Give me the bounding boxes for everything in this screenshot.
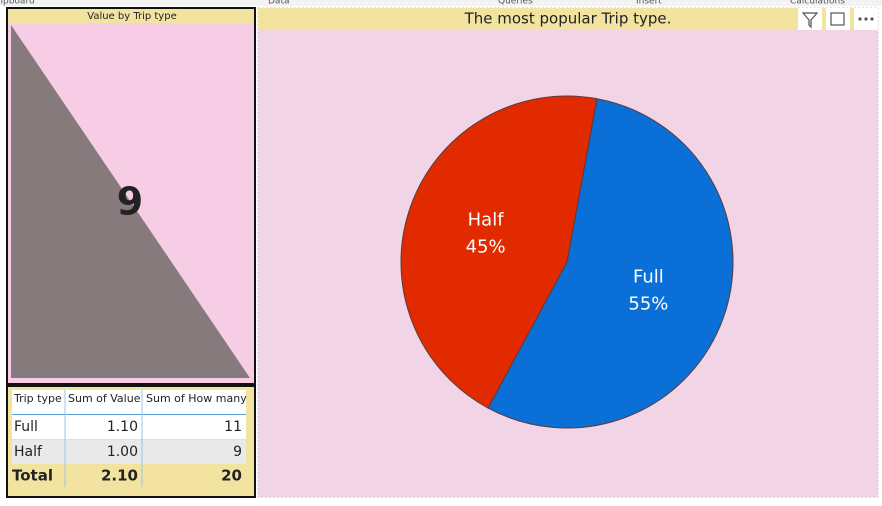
table-cell: 9 — [233, 444, 242, 460]
table-row-bg — [12, 415, 246, 439]
table-header: Trip type — [13, 392, 62, 405]
more-icon[interactable] — [870, 17, 874, 21]
focus-button[interactable] — [826, 8, 850, 30]
table-cell: 1.00 — [107, 444, 138, 460]
card-shape — [11, 25, 250, 378]
table-cell: Half — [14, 444, 43, 460]
ribbon-label: lipboard — [0, 0, 35, 7]
focus-icon[interactable] — [830, 12, 845, 26]
pie-title: The most popular Trip type. — [464, 10, 672, 28]
ribbon-label: Queries — [498, 0, 533, 7]
visual-header-icons — [798, 8, 878, 30]
slice-value-label: 55% — [628, 294, 668, 315]
ribbon-label: Insert — [636, 0, 662, 7]
slice-label: Half — [468, 209, 505, 230]
table-total: 20 — [221, 467, 242, 485]
slice-label: Full — [633, 267, 664, 288]
table-total: 2.10 — [101, 467, 138, 485]
more-icon[interactable] — [864, 17, 868, 21]
table-header-bg — [12, 390, 246, 414]
card-value: 9 — [117, 180, 143, 224]
more-icon[interactable] — [858, 17, 862, 21]
pie-title-bar — [258, 8, 878, 30]
ribbon-strip — [0, 0, 882, 6]
table-cell: 11 — [224, 419, 242, 435]
table-cell: 1.10 — [107, 419, 138, 435]
slice-value-label: 45% — [466, 236, 506, 257]
table-row-bg — [12, 440, 246, 464]
filter-icon[interactable] — [801, 12, 819, 29]
pie-slice — [487, 98, 734, 429]
card-title-bar — [8, 9, 254, 23]
table-total: Total — [12, 467, 53, 485]
ribbon-label: Calculations — [790, 0, 845, 7]
table-cell: Full — [14, 419, 38, 435]
card-title: Value by Trip type — [87, 11, 176, 22]
ribbon-label: Data — [268, 0, 290, 7]
table-header: Sum of How many — [146, 392, 247, 405]
table-header: Sum of Value — [68, 392, 141, 405]
pie-slice — [400, 95, 598, 409]
